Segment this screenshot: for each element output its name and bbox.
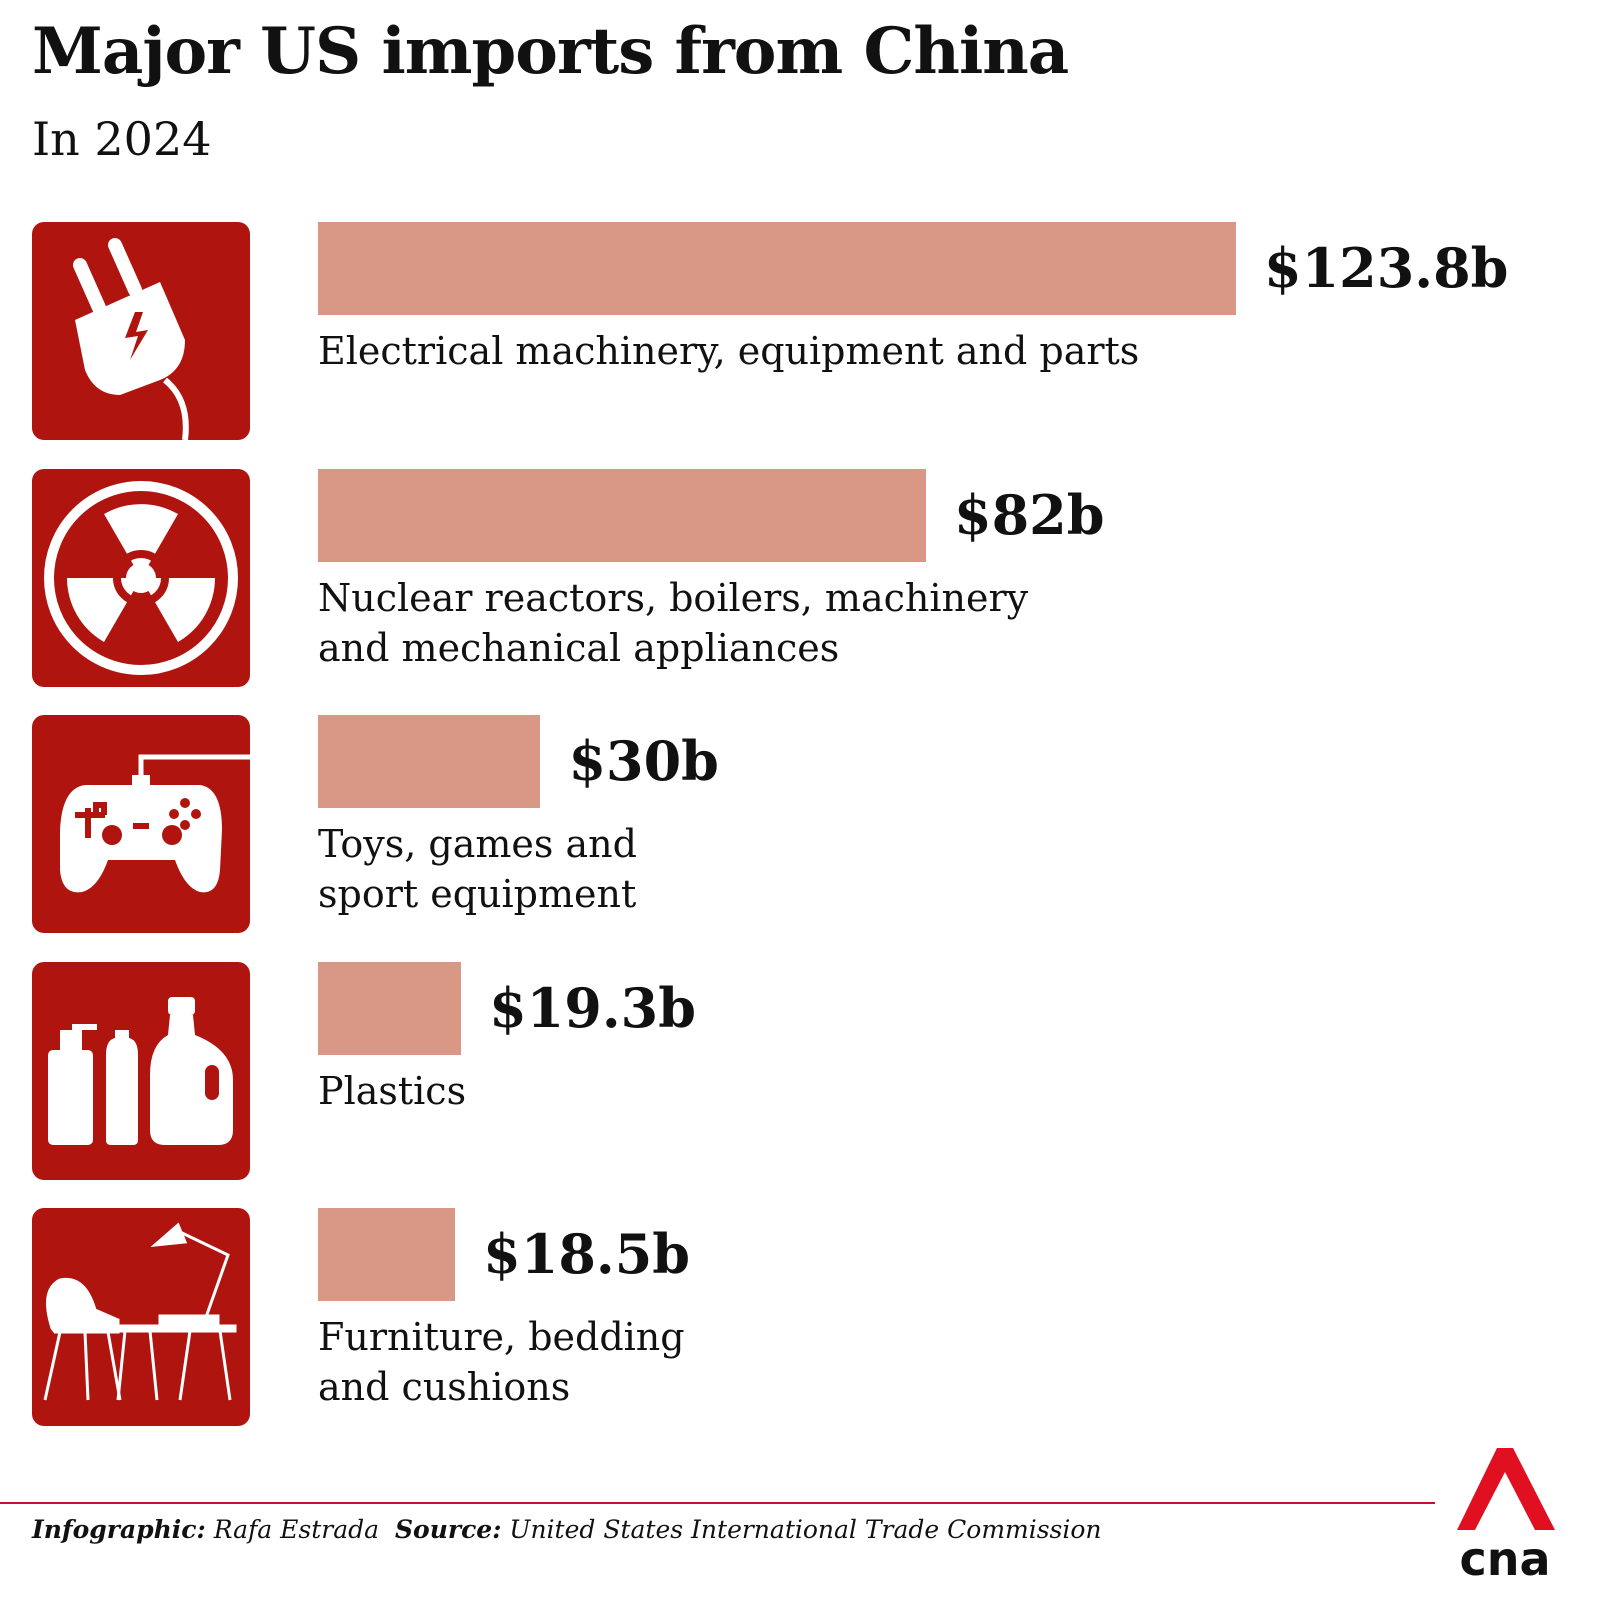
bar — [318, 715, 541, 808]
subtitle: In 2024 — [32, 112, 212, 166]
bar — [318, 468, 927, 562]
category-label: Toys, games and sport equipment — [318, 822, 637, 916]
icons — [32, 222, 250, 1426]
value-label: $18.5b — [483, 1222, 691, 1286]
category-label: Furniture, bedding and cushions — [318, 1315, 685, 1409]
footer-rule — [0, 1502, 1435, 1504]
source-name: United States International Trade Commis… — [509, 1515, 1102, 1544]
category-label: Nuclear reactors, boilers, machinery and… — [318, 575, 1029, 670]
bottles-icon — [48, 997, 233, 1145]
gamepad-icon — [60, 754, 250, 893]
value-label: $82b — [954, 482, 1105, 547]
value-label: $19.3b — [489, 975, 696, 1040]
logo: cna — [1457, 1448, 1555, 1586]
bar — [318, 1208, 456, 1301]
title: Major US imports from China — [32, 14, 1069, 89]
value-label: $30b — [568, 729, 719, 793]
logo-mark — [1457, 1448, 1555, 1530]
category-label: Electrical machinery, equipment and part… — [318, 329, 1140, 373]
credit-label: Infographic: — [32, 1515, 206, 1544]
credit-name: Rafa Estrada — [213, 1515, 380, 1544]
plug-icon — [73, 238, 189, 441]
bar — [318, 222, 1236, 315]
category-label: Plastics — [318, 1068, 467, 1113]
value-label: $123.8b — [1264, 236, 1509, 300]
source: Source: United States International Trad… — [395, 1515, 1102, 1544]
logo-text: cna — [1459, 1532, 1550, 1586]
radiation-icon — [44, 481, 238, 675]
furniture-icon — [43, 1222, 237, 1401]
credit: Infographic: Rafa Estrada — [32, 1515, 379, 1544]
bar — [318, 961, 462, 1055]
source-label: Source: — [395, 1515, 502, 1544]
